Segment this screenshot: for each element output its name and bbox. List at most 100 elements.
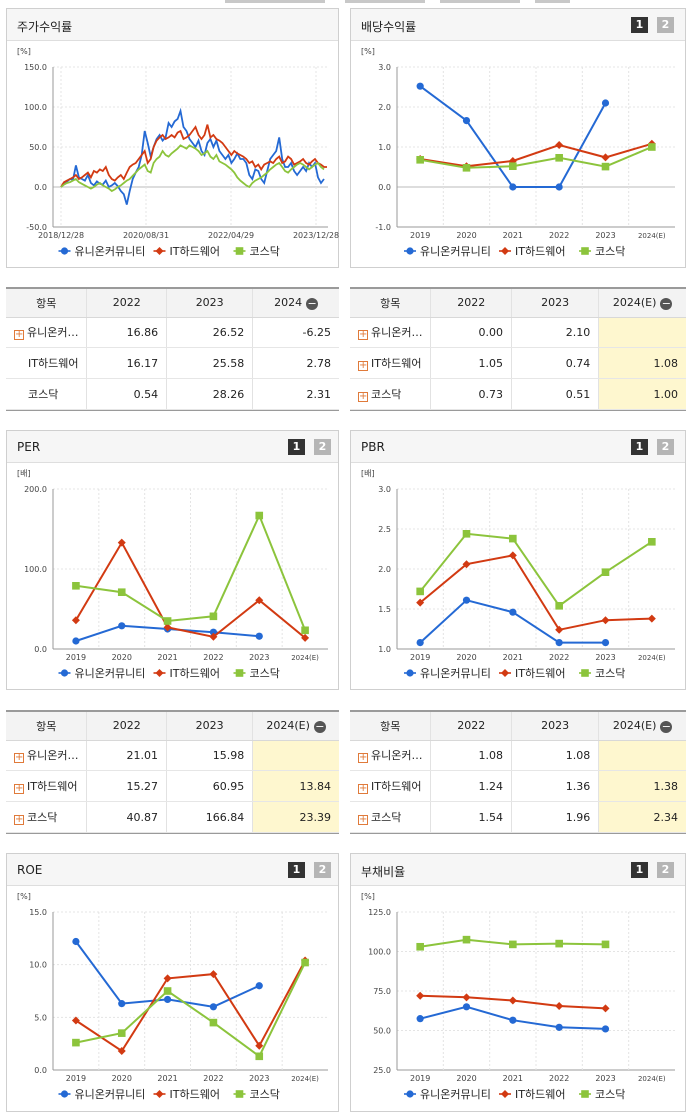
legend-marker [406, 1090, 414, 1098]
collapse-icon[interactable]: − [660, 296, 673, 310]
table-cell: 13.84 [252, 770, 339, 803]
column-header: 2022 [430, 289, 512, 318]
expand-icon[interactable]: + [14, 783, 24, 795]
x-tick-label: 2023 [595, 231, 615, 240]
row-label: + IT하드웨어 [6, 770, 87, 803]
page-2-button[interactable]: 2 [657, 17, 674, 33]
y-tick-label: 2.0 [378, 103, 391, 112]
row-label: + IT하드웨어 [350, 347, 431, 380]
row-label-text: 유니온커… [371, 326, 423, 340]
red-data-point [255, 596, 264, 605]
table-row: + IT하드웨어 1.05 0.74 1.08 [350, 347, 686, 380]
page-2-button[interactable]: 2 [657, 439, 674, 455]
blue-data-point [509, 608, 517, 616]
legend-item: 코스닥 [579, 1088, 625, 1101]
page-2-button[interactable]: 2 [314, 439, 331, 455]
legend-label: 코스닥 [595, 1088, 625, 1101]
x-tick-label: 2021 [503, 653, 523, 662]
column-header: 2024(E) − [252, 712, 339, 741]
legend-label: 코스닥 [250, 245, 280, 258]
column-header-label: 2024(E) [612, 295, 657, 309]
red-data-point [209, 632, 218, 641]
stock-return-table: 항목 2022 2023 2024− + 유니온커… 16.86 26.52 -6.25 IT하드… [6, 287, 339, 411]
row-label: + 유니온커… [6, 740, 87, 772]
expand-icon[interactable]: + [358, 752, 368, 764]
panel-title: PER [17, 440, 41, 454]
legend-item: 유니온커뮤니티 [404, 667, 491, 680]
page-2-button[interactable]: 2 [314, 862, 331, 878]
unit-label: [%] [17, 892, 31, 901]
x-tick-label: 2023 [249, 653, 269, 662]
data-table: 항목 2022 2023 2024(E) − + 유니온커… 1.08 1.08 + IT하드웨어 1… [350, 712, 686, 833]
collapse-icon[interactable]: − [660, 719, 673, 733]
blue-data-point [118, 1000, 126, 1008]
expand-icon[interactable]: + [14, 752, 24, 764]
expand-icon[interactable]: + [358, 783, 368, 795]
page-1-button[interactable]: 1 [631, 862, 648, 878]
table-cell: 1.24 [430, 770, 512, 803]
x-tick-label: 2021 [503, 1074, 523, 1083]
green-data-point [416, 942, 424, 951]
legend-label: 코스닥 [250, 1088, 280, 1101]
x-tick-label: 2024(E) [291, 654, 319, 662]
legend-item: 유니온커뮤니티 [58, 1088, 145, 1101]
red-series-line [419, 554, 652, 631]
legend-item: 유니온커뮤니티 [404, 245, 491, 258]
red-data-point [301, 633, 310, 642]
legend-marker [155, 1090, 164, 1098]
legend-marker [60, 1090, 69, 1098]
page-1-button[interactable]: 1 [631, 17, 648, 33]
row-label-text: IT하드웨어 [28, 357, 79, 371]
legend-marker [406, 247, 414, 255]
page-2-button[interactable]: 2 [657, 862, 674, 878]
collapse-icon[interactable]: − [313, 719, 326, 733]
y-tick-label: 10.0 [29, 961, 47, 970]
green-data-point [163, 617, 172, 625]
red-data-point [209, 970, 218, 979]
legend-marker [581, 247, 589, 255]
row-label-text: 코스닥 [371, 388, 402, 402]
page-1-button[interactable]: 1 [631, 439, 648, 455]
column-header: 2022 [86, 712, 167, 741]
red-data-point [462, 560, 471, 569]
row-label: + IT하드웨어 [350, 770, 431, 803]
table-cell: 15.98 [166, 740, 253, 772]
y-tick-label: 5.0 [34, 1013, 47, 1022]
x-tick-label: 2019 [410, 1074, 430, 1083]
column-header: 2024− [252, 289, 339, 318]
x-tick-label: 2022 [203, 1074, 223, 1083]
expand-icon[interactable]: + [358, 814, 368, 826]
table-cell: 28.26 [166, 378, 253, 410]
page-1-button[interactable]: 1 [288, 862, 305, 878]
debt-ratio-panel: 부채비율 1 2 [%] 125.0 100.0 75.0 50.0 25.0 2019 2020… [350, 853, 686, 1112]
page-1-button[interactable]: 1 [288, 439, 305, 455]
legend-marker [155, 669, 164, 677]
legend-label: 코스닥 [250, 667, 280, 680]
green-data-point [163, 987, 172, 995]
expand-icon[interactable]: + [358, 391, 368, 403]
row-label-text: 코스닥 [27, 811, 58, 825]
expand-icon[interactable]: + [14, 329, 24, 341]
green-data-point [72, 1038, 80, 1047]
table-cell: 23.39 [252, 801, 339, 833]
expand-icon[interactable]: + [358, 360, 368, 372]
blue-data-point [72, 937, 80, 946]
table-row: + 코스닥 0.73 0.51 1.00 [350, 378, 686, 410]
row-label-text: 유니온커… [27, 326, 79, 340]
panel-title: 주가수익률 [17, 20, 73, 34]
table-row: + 유니온커… 1.08 1.08 [350, 740, 686, 772]
expand-icon[interactable]: + [14, 814, 24, 826]
expand-icon[interactable]: + [358, 329, 368, 341]
legend-marker [60, 247, 69, 255]
legend-label: IT하드웨어 [170, 1087, 220, 1101]
column-header-label: 항목 [380, 719, 401, 733]
blue-data-point [601, 99, 610, 107]
pbr-panel: PBR 1 2 [배] 3.0 2.5 2.0 1.5 1.0 2019 2020 2021 2022… [350, 430, 686, 690]
blue-data-point [509, 1016, 517, 1024]
green-data-point [462, 164, 471, 172]
x-tick-label: 2019 [410, 653, 430, 662]
y-tick-label: 25.0 [373, 1066, 391, 1075]
table-cell: -6.25 [252, 317, 339, 349]
collapse-icon[interactable]: − [306, 296, 319, 310]
legend-item: 유니온커뮤니티 [58, 245, 145, 258]
